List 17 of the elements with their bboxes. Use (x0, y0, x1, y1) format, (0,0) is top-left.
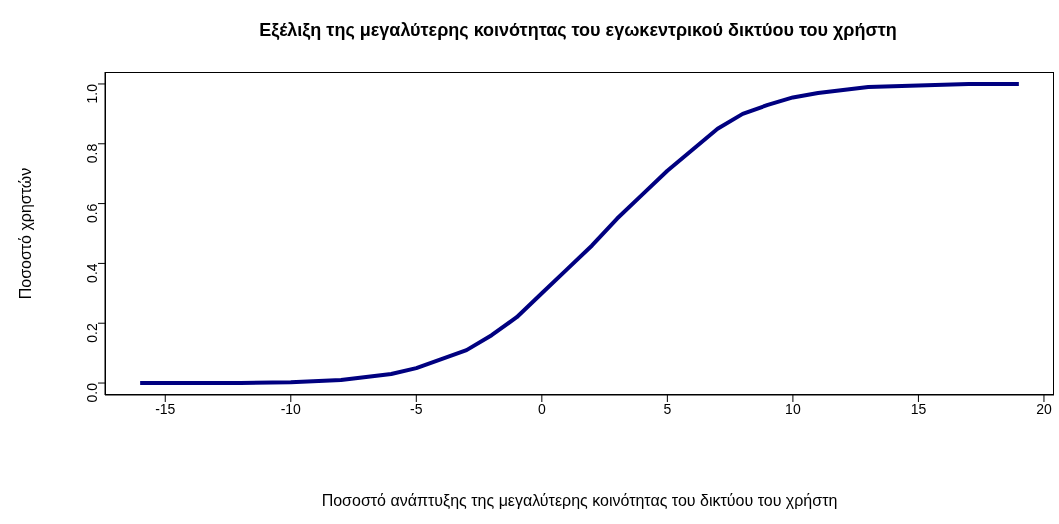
y-tick-label: 0.6 (83, 203, 100, 224)
chart-title: Εξέλιξη της μεγαλύτερης κοινότητας του εγωκεντρικού δικτύου του χρήστη (258, 20, 898, 41)
x-tick-label: -15 (155, 400, 176, 417)
x-tick-label: 0 (537, 400, 546, 417)
y-tick-label: 0.4 (83, 263, 100, 283)
x-tick-label: 20 (1036, 400, 1052, 417)
x-tick-label: 15 (910, 400, 927, 417)
x-tick-label: -5 (410, 400, 423, 417)
y-tick-label: 0.8 (83, 143, 100, 164)
x-tick-label: 10 (785, 400, 801, 417)
x-tick-label: -10 (280, 400, 302, 417)
x-tick-label: 5 (663, 400, 672, 417)
y-tick-label: 0.2 (83, 323, 100, 343)
y-tick-label: 1.0 (83, 83, 100, 104)
y-axis-title: Ποσοστό χρηστών (16, 167, 34, 300)
x-axis-title: Ποσοστό ανάπτυξης της μεγαλύτερης κοινότητας του δικτύου του χρήστη (321, 492, 838, 510)
y-tick-label: 0.0 (83, 382, 100, 403)
